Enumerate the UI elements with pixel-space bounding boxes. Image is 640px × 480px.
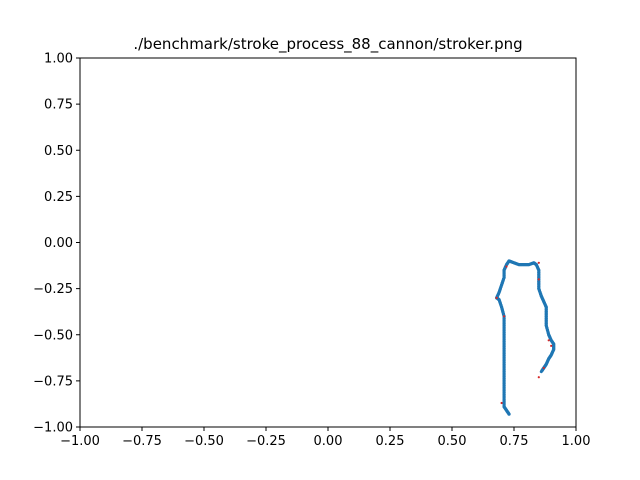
stroke-point	[502, 379, 506, 383]
y-tick-label: 0.50	[44, 144, 73, 159]
stroke-point	[502, 397, 506, 401]
stroke-point	[544, 317, 548, 321]
y-tick-label: −0.50	[33, 328, 73, 343]
stroke-point	[502, 395, 506, 399]
control-point	[537, 376, 540, 379]
stroke-point	[502, 365, 506, 369]
stroke-point	[537, 268, 541, 272]
stroke-point	[537, 273, 541, 277]
x-tick-label: −0.50	[184, 434, 224, 449]
stroke-point	[502, 363, 506, 367]
control-point	[537, 261, 540, 264]
stroke-point	[502, 353, 506, 358]
stroke-point	[544, 312, 548, 316]
control-point	[550, 344, 553, 347]
stroke-point	[544, 307, 548, 311]
control-point	[500, 401, 503, 405]
stroke-point	[502, 323, 506, 328]
stroke-point	[502, 346, 506, 351]
stroke-point	[502, 376, 506, 381]
y-tick-label: −0.75	[33, 374, 73, 389]
stroke-point	[502, 330, 506, 335]
stroke-point	[502, 370, 506, 374]
stroke-point	[502, 351, 506, 355]
control-point	[542, 366, 545, 370]
control-point	[537, 278, 540, 281]
stroke-point	[502, 360, 506, 365]
stroke-point	[544, 310, 548, 314]
stroke-point	[502, 358, 506, 362]
stroke-point	[502, 372, 506, 376]
stroke-layer	[495, 259, 556, 416]
stroke-point	[537, 270, 541, 275]
control-points-layer	[495, 261, 553, 405]
control-point	[547, 339, 550, 342]
stroke-point	[502, 386, 506, 390]
stroke-point	[502, 328, 506, 332]
stroke-point	[537, 280, 541, 284]
x-tick-label: 1.00	[562, 434, 591, 449]
y-tick-label: 0.25	[44, 190, 73, 205]
x-tick-label: −1.00	[60, 434, 100, 449]
control-point	[495, 296, 498, 299]
y-tick-label: 0.75	[44, 98, 73, 113]
stroke-point	[502, 381, 506, 385]
y-tick-label: 1.00	[44, 52, 73, 67]
control-point	[505, 265, 508, 268]
stroke-point	[540, 369, 544, 373]
stroke-point	[502, 367, 506, 371]
stroke-point	[502, 349, 506, 353]
control-point	[502, 315, 506, 318]
x-tick-label: 0.75	[500, 434, 529, 449]
plot-area	[80, 58, 576, 427]
stroke-point	[502, 344, 506, 348]
y-tick-label: −1.00	[33, 421, 73, 436]
stroke-point	[502, 317, 506, 321]
x-tick-label: 0.25	[376, 434, 405, 449]
stroke-point	[502, 356, 506, 360]
x-tick-label: −0.25	[246, 434, 286, 449]
x-axis: −1.00 −0.75 −0.50 −0.25 0.00 0.25 0.50 0.75 1.00	[60, 427, 590, 449]
stroke-point	[502, 333, 506, 337]
stroke-point	[502, 374, 506, 378]
stroke-point	[502, 326, 506, 330]
stroke-point	[502, 337, 506, 341]
stroke-point	[502, 393, 506, 397]
stroke-point	[544, 305, 548, 309]
stroke-point	[537, 282, 541, 286]
chart-title: ./benchmark/stroke_process_88_cannon/str…	[133, 35, 522, 54]
stroke-point	[537, 284, 541, 288]
stroke-point	[502, 383, 506, 388]
stroke-point	[502, 335, 506, 339]
stroke-point	[502, 321, 506, 325]
stroke-point	[502, 390, 506, 395]
y-tick-label: −0.25	[33, 282, 73, 297]
x-tick-label: −0.75	[122, 434, 162, 449]
stroke-point	[502, 342, 506, 346]
stroke-point	[537, 275, 541, 279]
stroke-point	[502, 319, 506, 323]
y-axis: 1.00 0.75 0.50 0.25 0.00 −0.25 −0.50 −0.75 −1.00	[33, 52, 80, 436]
x-tick-label: 0.00	[314, 434, 343, 449]
stroke-point	[544, 314, 548, 318]
y-tick-label: 0.00	[44, 236, 73, 251]
stroke-point	[502, 388, 506, 392]
stroke-point	[544, 321, 548, 325]
x-tick-label: 0.50	[438, 434, 467, 449]
stroke-point	[544, 319, 548, 323]
stroke-point	[502, 340, 506, 344]
